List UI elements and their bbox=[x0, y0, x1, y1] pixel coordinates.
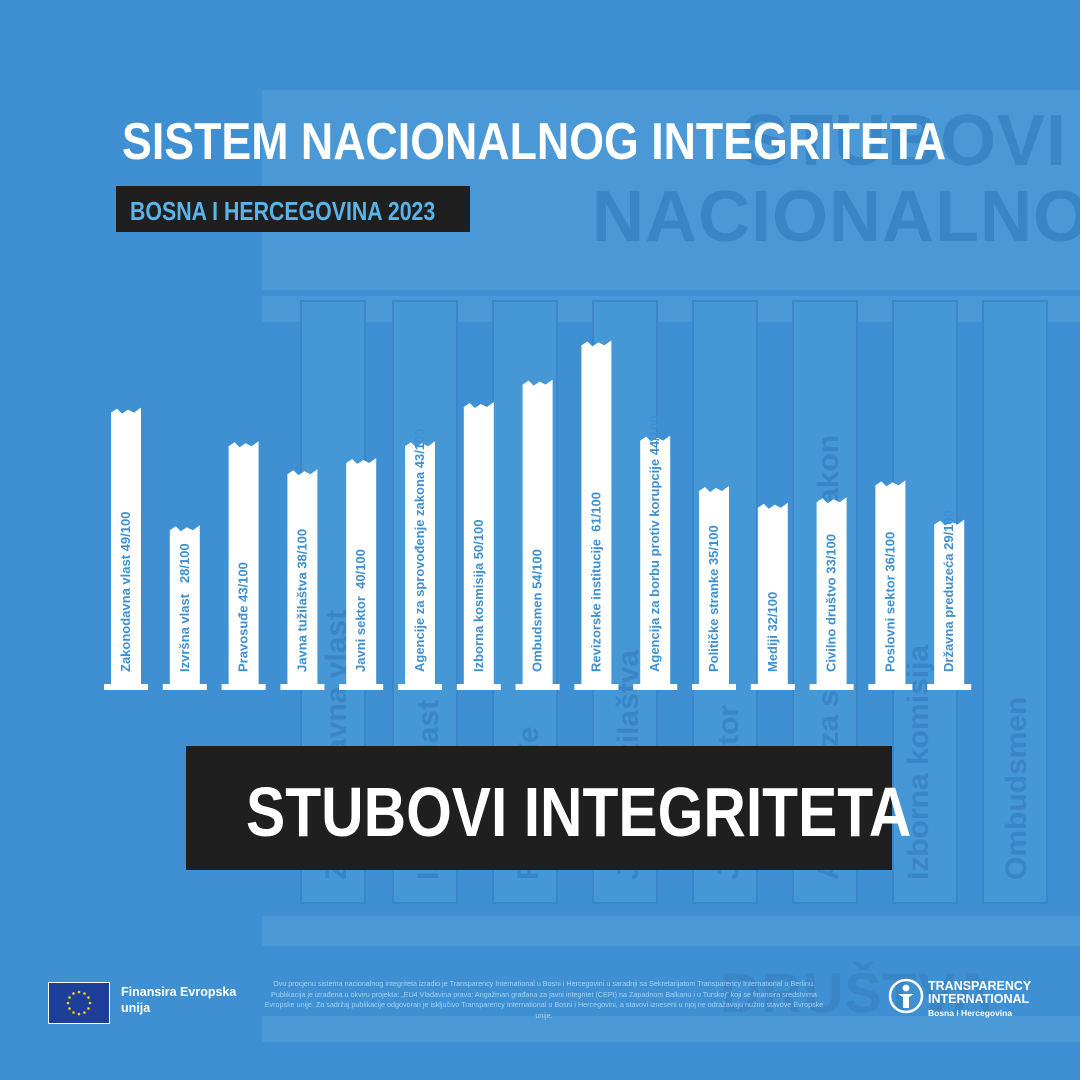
bg-base bbox=[262, 916, 1080, 946]
pillar-label: Mediji 32/100 bbox=[765, 592, 780, 672]
pillar-label: Državna preduzeća 29/100 bbox=[941, 510, 956, 672]
disclaimer-text: Ovu procjenu sistema nacionalnog integri… bbox=[264, 979, 824, 1020]
pillar-bar bbox=[287, 469, 318, 684]
pillar-bar bbox=[699, 486, 729, 684]
pillar-base bbox=[456, 684, 501, 690]
pillar-label: Poslovni sektor 36/100 bbox=[882, 532, 897, 672]
pillar-bar bbox=[816, 497, 847, 684]
page-title: SISTEM NACIONALNOG INTEGRITETA bbox=[122, 113, 947, 171]
pillar-base bbox=[692, 684, 736, 690]
pillar-label: Ombudsmen 54/100 bbox=[530, 549, 545, 672]
pillar-label: Javna tužilaštva 38/100 bbox=[294, 529, 309, 672]
eu-flag-icon bbox=[48, 982, 110, 1024]
bg-title-line1: STUBOVI S bbox=[740, 101, 1080, 181]
banner-title: STUBOVI INTEGRITETA bbox=[246, 773, 912, 851]
pillar-label: Agencija za borbu protiv korupcije 44/10… bbox=[647, 416, 662, 672]
pillar-bar bbox=[346, 458, 377, 684]
pillar-bar bbox=[169, 525, 200, 684]
pillar-bar bbox=[757, 502, 788, 684]
pillar-base bbox=[750, 684, 795, 690]
pillar-base bbox=[515, 684, 560, 690]
banner-bar bbox=[186, 746, 892, 870]
pillar-bar bbox=[463, 402, 494, 684]
pillar-bar bbox=[581, 340, 612, 684]
pillar-base bbox=[927, 684, 972, 690]
pillar-label: Izvršna vlast 28/100 bbox=[177, 543, 192, 672]
bg-column-label: Ombudsmen bbox=[1000, 697, 1033, 880]
pillar-base bbox=[162, 684, 207, 690]
pillar-bar bbox=[522, 379, 553, 684]
bg-title-line2: NACIONALNOG IN bbox=[592, 177, 1080, 257]
pillar-base bbox=[280, 684, 325, 690]
pillar-base bbox=[868, 684, 913, 690]
pillar-label: Političke stranke 35/100 bbox=[706, 525, 721, 672]
pillar-label: Pravosuđe 43/100 bbox=[236, 562, 251, 672]
pillar-base bbox=[221, 684, 266, 690]
transparency-international-logo-icon bbox=[888, 978, 924, 1014]
pillar-bar bbox=[875, 480, 906, 684]
pillar-bar bbox=[111, 407, 141, 684]
subtitle-bar bbox=[116, 186, 470, 232]
page-subtitle: BOSNA I HERCEGOVINA 2023 bbox=[130, 196, 436, 226]
pillar-base bbox=[809, 684, 854, 690]
pillar-base bbox=[339, 684, 384, 690]
pillar-base bbox=[633, 684, 678, 690]
pillar-bar bbox=[934, 519, 965, 684]
bg-base-lower bbox=[262, 1016, 1080, 1042]
pillar-bar bbox=[640, 435, 671, 684]
pillar-bar bbox=[228, 441, 259, 684]
pillar-label: Revizorske institucije 61/100 bbox=[588, 492, 603, 672]
pillar-label: Izborna kosmisija 50/100 bbox=[471, 520, 486, 672]
pillar-label: Agencije za sprovođenje zakona 43/100 bbox=[412, 429, 427, 673]
bg-column bbox=[982, 300, 1048, 904]
pillar-base bbox=[104, 684, 148, 690]
pillar-label: Javni sektor 40/100 bbox=[353, 549, 368, 672]
ti-name: TRANSPARENCY INTERNATIONAL bbox=[928, 979, 1032, 1006]
pillar-base bbox=[574, 684, 619, 690]
bg-column-label: Izborna komisija bbox=[902, 645, 935, 880]
bg-bottom-text: DRUŠTVA bbox=[720, 961, 994, 1024]
pillar-bar bbox=[405, 441, 435, 684]
pillar-base bbox=[398, 684, 442, 690]
ti-chapter: Bosna i Hercegovina bbox=[928, 1008, 1013, 1018]
eu-funding-text: Finansira Evropska unija bbox=[121, 985, 237, 1015]
pillar-label: Civilno društvo 33/100 bbox=[824, 534, 839, 672]
pillar-label: Zakonodavna vlast 49/100 bbox=[118, 512, 133, 672]
